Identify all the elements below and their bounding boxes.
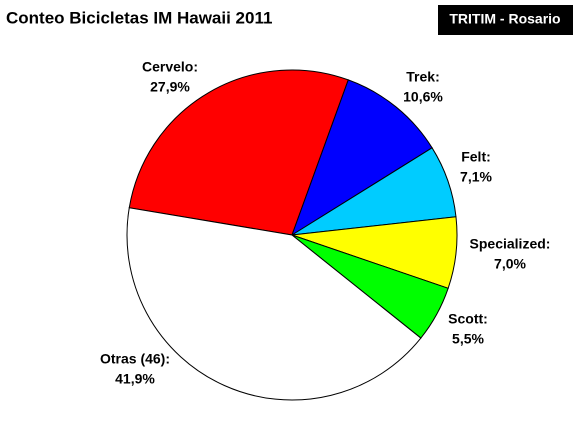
slice-label: Felt: [461, 149, 491, 165]
chart-title: Conteo Bicicletas IM Hawaii 2011 [6, 8, 272, 27]
slice-value-label: 7,0% [494, 256, 526, 272]
slice-value-label: 41,9% [115, 371, 155, 387]
slice-value-label: 7,1% [460, 169, 492, 185]
pie-slice [126, 207, 422, 401]
slice-label: Scott: [448, 311, 488, 327]
pie-slice [128, 69, 349, 236]
slice-label: Cervelo: [142, 59, 198, 75]
slice-value-label: 10,6% [403, 89, 443, 105]
slice-value-label: 27,9% [150, 79, 190, 95]
slice-label: Otras (46): [100, 351, 170, 367]
badge-text: TRITIM - Rosario [449, 11, 560, 27]
slice-label: Trek: [406, 69, 439, 85]
slice-label: Specialized: [470, 236, 551, 252]
slice-value-label: 5,5% [452, 331, 484, 347]
pie-slice [291, 79, 433, 237]
badge-box [438, 5, 573, 35]
